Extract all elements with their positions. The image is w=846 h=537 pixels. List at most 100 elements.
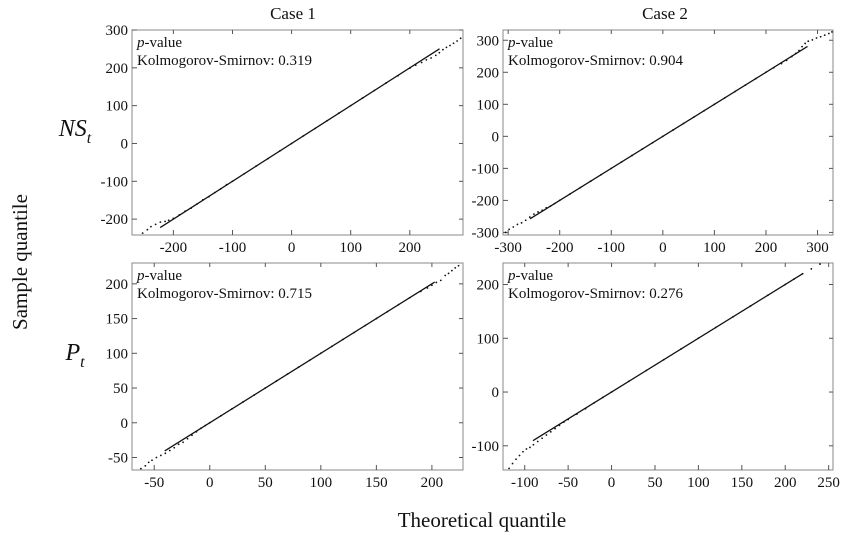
data-point-p-case-2 xyxy=(584,407,587,410)
annotation-ks-ns-case-2: Kolmogorov-Smirnov: 0.904 xyxy=(508,53,683,69)
data-point-p-case-1 xyxy=(454,266,457,269)
y-tick-label-p-case-1: 50 xyxy=(113,381,128,397)
data-point-ns-case-1 xyxy=(337,112,340,115)
y-tick-label-ns-case-1: 300 xyxy=(106,23,129,39)
row-label-ns-sub: t xyxy=(87,130,92,147)
row-label-ns: NSt xyxy=(58,116,92,147)
data-point-p-case-1 xyxy=(147,461,150,464)
data-point-ns-case-2 xyxy=(620,161,623,163)
data-point-ns-case-1 xyxy=(459,37,462,40)
plot-frame-p-case-2 xyxy=(502,262,834,471)
x-tick-label-ns-case-2: 0 xyxy=(659,240,667,256)
data-points-p-case-1 xyxy=(139,264,460,470)
annotation-p-ns-case-1: p xyxy=(136,35,145,51)
data-point-ns-case-2 xyxy=(815,37,818,39)
data-point-ns-case-1 xyxy=(172,217,175,220)
data-point-ns-case-2 xyxy=(807,40,810,43)
data-point-p-case-1 xyxy=(353,331,356,334)
data-point-ns-case-2 xyxy=(549,205,552,208)
panels: -200 -100 0 100 200-200-1000100200300p-value… xyxy=(101,23,840,491)
data-point-p-case-1 xyxy=(447,272,450,275)
x-tick-label-ns-case-1: 100 xyxy=(339,240,362,256)
x-tick-label-p-case-1: 0 xyxy=(206,475,214,491)
x-tick-label-ns-case-2: -100 xyxy=(598,240,626,256)
data-point-ns-case-1 xyxy=(445,46,448,49)
data-point-ns-case-1 xyxy=(349,104,352,107)
data-point-p-case-2 xyxy=(562,421,565,424)
data-point-ns-case-1 xyxy=(267,157,269,160)
data-point-p-case-1 xyxy=(186,437,189,440)
y-tick-label-p-case-2: 0 xyxy=(492,385,500,401)
y-tick-label-ns-case-1: 0 xyxy=(121,136,129,152)
data-point-ns-case-2 xyxy=(541,209,544,212)
x-tick-label-ns-case-2: -200 xyxy=(546,240,574,256)
data-point-ns-case-1 xyxy=(154,223,157,226)
x-tick-label-p-case-2: 250 xyxy=(817,475,840,491)
y-tick-label-ns-case-2: 200 xyxy=(477,65,500,81)
data-point-ns-case-1 xyxy=(278,150,281,152)
data-point-p-case-2 xyxy=(558,424,561,427)
data-point-ns-case-2 xyxy=(780,62,783,65)
y-tick-label-ns-case-1: -100 xyxy=(101,174,129,190)
data-point-p-case-2 xyxy=(554,427,557,430)
data-point-p-case-1 xyxy=(297,366,300,369)
data-point-p-case-2 xyxy=(508,467,510,470)
y-tick-label-p-case-1: 150 xyxy=(106,312,129,328)
data-point-p-case-2 xyxy=(801,272,804,275)
data-point-ns-case-1 xyxy=(434,54,437,57)
data-point-p-case-1 xyxy=(386,310,389,313)
annotation-value-word-p-case-2: -value xyxy=(516,268,554,284)
x-tick-label-p-case-2: 200 xyxy=(774,475,797,491)
data-point-p-case-1 xyxy=(435,281,438,284)
data-point-p-case-1 xyxy=(151,459,153,462)
plot-frame-ns-case-1 xyxy=(131,29,464,236)
data-point-p-case-1 xyxy=(204,424,207,427)
x-tick-label-p-case-2: 0 xyxy=(608,475,616,491)
panel-p-case-1: -50 0 50 100 150 200 -50 0 50 100 150 200 p-value Kol… xyxy=(106,262,464,491)
y-tick-label-p-case-2: 100 xyxy=(477,331,500,347)
data-point-ns-case-1 xyxy=(202,198,204,201)
data-point-p-case-1 xyxy=(319,352,322,355)
data-point-ns-case-1 xyxy=(150,225,152,228)
data-point-p-case-1 xyxy=(231,407,233,410)
plot-frame-ns-case-2 xyxy=(502,29,834,236)
data-point-p-case-2 xyxy=(529,446,531,449)
data-point-p-case-1 xyxy=(253,394,256,396)
annotation-ks-ns-case-1: Kolmogorov-Smirnov: 0.319 xyxy=(137,53,312,69)
data-point-ns-case-1 xyxy=(414,64,417,67)
x-tick-label-p-case-1: 50 xyxy=(258,475,273,491)
data-point-p-case-2 xyxy=(793,278,795,281)
data-point-p-case-1 xyxy=(173,446,176,449)
data-point-ns-case-1 xyxy=(159,221,162,224)
data-point-p-case-2 xyxy=(645,369,648,372)
data-point-ns-case-1 xyxy=(373,89,376,92)
data-point-p-case-2 xyxy=(536,440,539,443)
data-point-p-case-1 xyxy=(430,284,433,287)
y-tick-label-ns-case-1: 100 xyxy=(106,99,129,115)
data-point-ns-case-1 xyxy=(190,207,193,210)
data-point-ns-case-1 xyxy=(420,61,423,64)
data-point-ns-case-1 xyxy=(361,97,364,99)
data-point-ns-case-1 xyxy=(255,165,258,168)
data-point-ns-case-1 xyxy=(290,142,293,145)
data-point-ns-case-2 xyxy=(631,154,633,157)
data-point-p-case-2 xyxy=(810,268,813,270)
data-point-p-case-1 xyxy=(155,456,158,459)
y-tick-label-p-case-2: 200 xyxy=(477,278,500,294)
x-tick-label-p-case-2: -50 xyxy=(558,475,578,491)
data-point-ns-case-2 xyxy=(772,66,775,69)
annotation-value-word-p-case-1: -value xyxy=(145,268,183,284)
annotation-p-p-case-2: p xyxy=(507,268,516,284)
data-point-ns-case-2 xyxy=(790,55,793,58)
data-point-ns-case-2 xyxy=(723,97,726,99)
data-point-ns-case-1 xyxy=(326,119,328,122)
data-point-ns-case-1 xyxy=(219,187,222,190)
x-tick-label-ns-case-2: 300 xyxy=(806,240,829,256)
data-point-p-case-2 xyxy=(784,283,787,286)
data-point-p-case-2 xyxy=(610,391,613,393)
x-tick-label-ns-case-1: 200 xyxy=(399,240,422,256)
panel-ns-case-1: -200 -100 0 100 200 -200 -100 0 100 200 300 p-value… xyxy=(101,23,464,256)
data-point-p-case-1 xyxy=(208,421,211,424)
row-label-p-sub: t xyxy=(80,354,85,371)
data-point-ns-case-2 xyxy=(734,90,736,93)
